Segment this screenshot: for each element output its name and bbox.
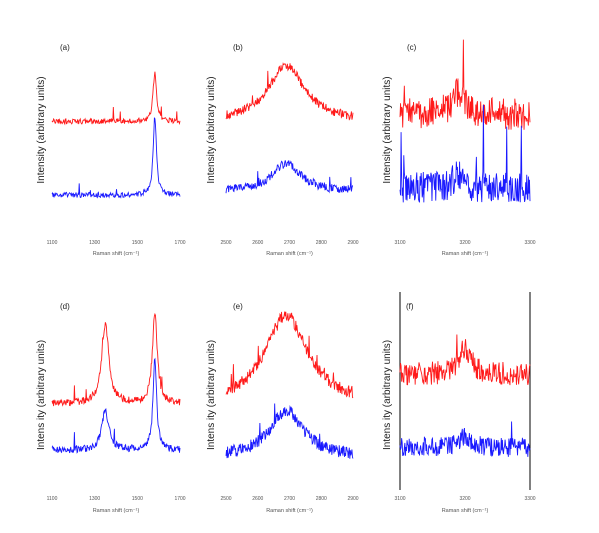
panel-c-series-lower bbox=[399, 104, 531, 203]
ylabel-panel-c: Intensity (arbitrary units) bbox=[382, 76, 393, 183]
panel-d-tick-1: 1300 bbox=[89, 496, 100, 502]
ylabel-panel-f: Intens ity (arbitrary units) bbox=[382, 340, 393, 450]
ylabel-panel-b: Intensity (arbitrary units) bbox=[206, 76, 217, 183]
panel-a-tick-1: 1300 bbox=[89, 240, 100, 246]
panel-a-tick-3: 1700 bbox=[174, 240, 185, 246]
panel-b-xlabel: Raman shift (cm⁻¹) bbox=[266, 251, 313, 257]
panel-d-series-lower bbox=[51, 357, 181, 454]
panel-d-tick-0: 1100 bbox=[47, 496, 58, 502]
panel-a-label: (a) bbox=[60, 43, 70, 52]
panel-c-tick-0: 3100 bbox=[394, 240, 405, 246]
panel-e-tick-2: 2700 bbox=[284, 496, 295, 502]
panel-b-tick-4: 2900 bbox=[347, 240, 358, 246]
panel-a-xlabel: Raman shift (cm⁻¹) bbox=[93, 251, 140, 257]
panel-b-label: (b) bbox=[233, 43, 243, 52]
ylabel-panel-d: Intens ity (arbitrary units) bbox=[36, 340, 47, 450]
panel-b-tick-2: 2700 bbox=[284, 240, 295, 246]
panel-c-tick-1: 3200 bbox=[459, 240, 470, 246]
panel-e-tick-0: 2500 bbox=[220, 496, 231, 502]
panel-e-label: (e) bbox=[233, 302, 243, 311]
panel-a-tick-2: 1500 bbox=[132, 240, 143, 246]
panel-d-label: (d) bbox=[60, 302, 70, 311]
panel-c-xlabel: Raman shift (cm⁻¹) bbox=[442, 251, 489, 257]
panel-b-tick-0: 2500 bbox=[220, 240, 231, 246]
panel-b-series-upper bbox=[225, 62, 354, 121]
panel-f-tick-2: 3300 bbox=[524, 496, 535, 502]
panel-f-tick-0: 3100 bbox=[394, 496, 405, 502]
panel-e-series-lower bbox=[225, 403, 354, 459]
panel-e: (e) 2500 2600 2700 2800 2900 Raman shift (cm⁻¹… bbox=[220, 302, 358, 514]
panel-b-tick-1: 2600 bbox=[252, 240, 263, 246]
panel-e-tick-3: 2800 bbox=[316, 496, 327, 502]
panel-c-label: (c) bbox=[407, 43, 417, 52]
panel-b-tick-3: 2800 bbox=[316, 240, 327, 246]
panel-f-series-upper bbox=[399, 334, 531, 386]
panel-b: (b) 2500 2600 2700 2800 2900 Raman shift (cm⁻¹… bbox=[220, 43, 358, 257]
panel-e-tick-1: 2600 bbox=[252, 496, 263, 502]
panel-e-series-upper bbox=[225, 311, 354, 399]
panel-f-xlabel: Raman shift (cm⁻¹) bbox=[442, 508, 489, 514]
panel-a-series-lower bbox=[51, 117, 181, 199]
panel-d-series-upper bbox=[51, 312, 181, 407]
panel-f: (f) 3100 3200 3300 Raman shift (cm⁻¹) bbox=[394, 292, 536, 514]
panel-e-xlabel: Raman shift (cm⁻¹) bbox=[266, 508, 313, 514]
panel-d: (d) 1100 1300 1500 1700 Raman shift (cm⁻¹) bbox=[47, 302, 186, 514]
panel-a-series-upper bbox=[51, 71, 181, 126]
panel-c-tick-2: 3300 bbox=[524, 240, 535, 246]
ylabel-panel-a: Intensity (arbitrary units) bbox=[36, 76, 47, 183]
panel-c: (c) 3100 3200 3300 Raman shift (cm⁻¹) bbox=[394, 39, 536, 257]
panel-b-series-lower bbox=[225, 160, 354, 194]
panel-c-series-upper bbox=[399, 39, 531, 130]
ylabel-panel-e: Intens ity (arbitrary units) bbox=[206, 340, 217, 450]
panel-d-tick-2: 1500 bbox=[132, 496, 143, 502]
panel-f-tick-1: 3200 bbox=[459, 496, 470, 502]
panel-d-xlabel: Raman shift (cm⁻¹) bbox=[93, 508, 140, 514]
panel-d-tick-3: 1700 bbox=[174, 496, 185, 502]
panel-f-label: (f) bbox=[406, 302, 414, 311]
panel-a-tick-0: 1100 bbox=[47, 240, 58, 246]
panel-e-tick-4: 2900 bbox=[347, 496, 358, 502]
panel-a: (a) 1100 1300 1500 1700 Raman shift (cm⁻¹) bbox=[47, 43, 186, 257]
panel-f-series-lower bbox=[399, 421, 531, 458]
